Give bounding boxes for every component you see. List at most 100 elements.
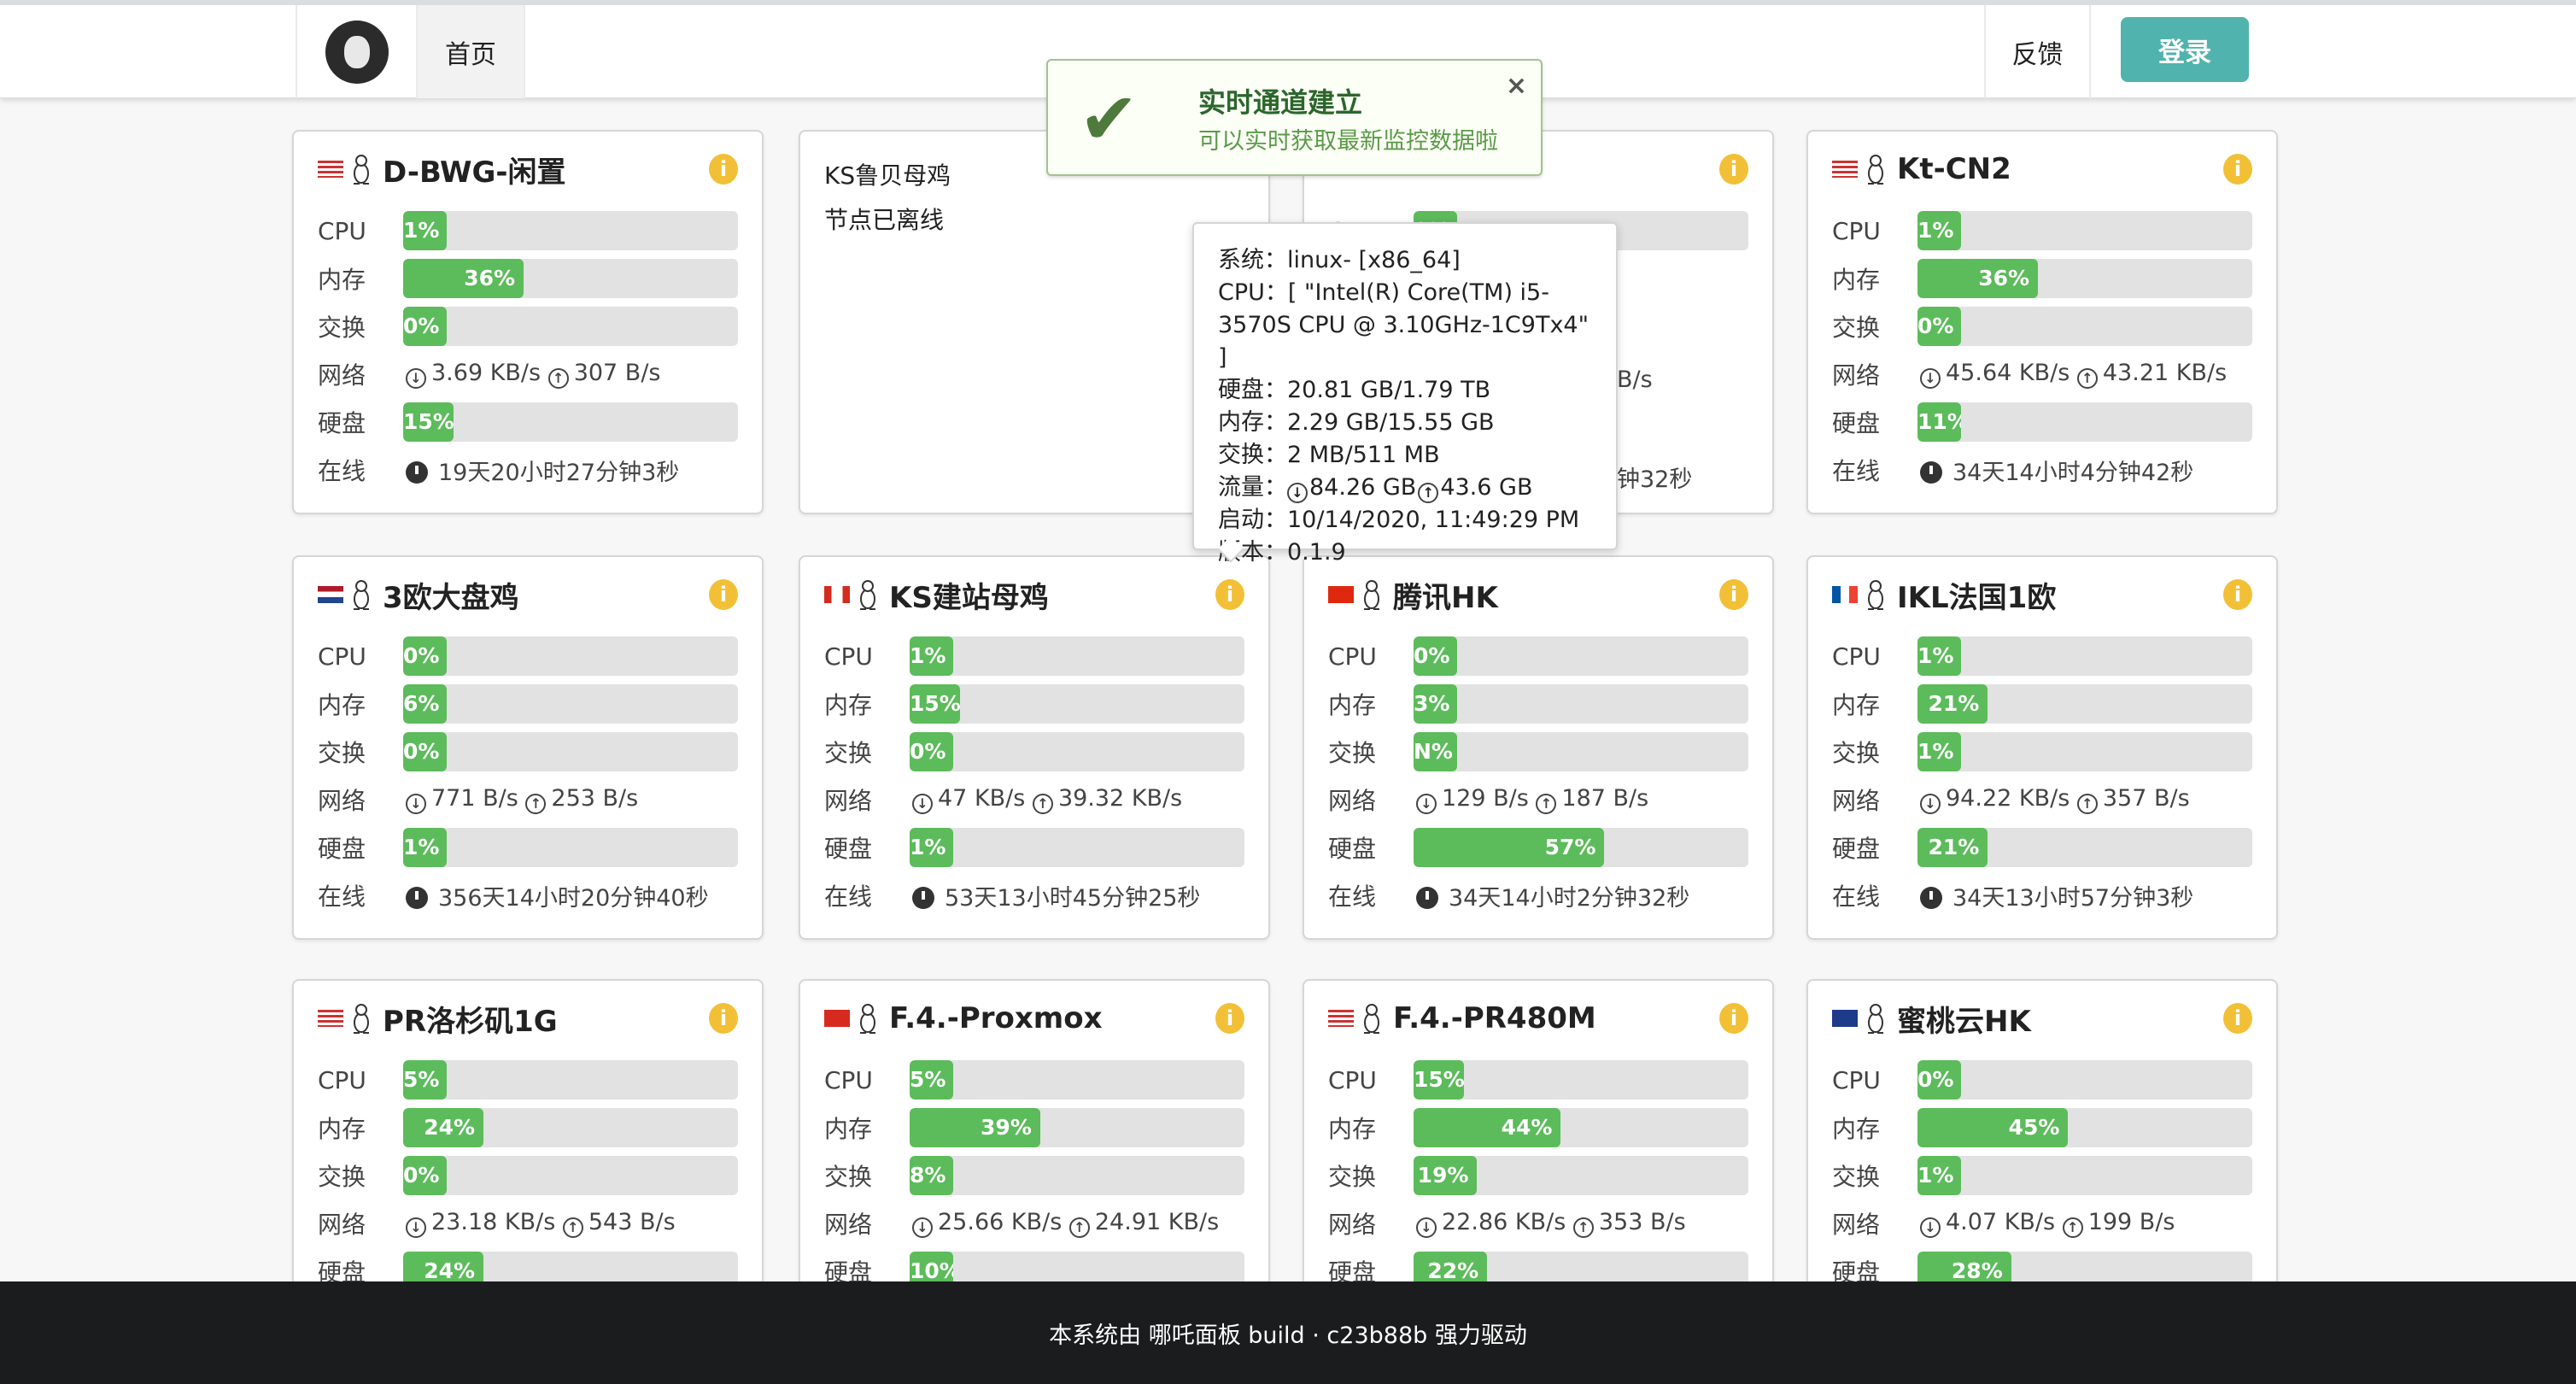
toast-message: 可以实时获取最新监控数据啦	[1198, 128, 1498, 155]
disk-progress-fill: 57%	[1414, 828, 1605, 867]
disk-label: 硬盘	[824, 835, 873, 863]
download-icon: ↓	[912, 1217, 933, 1238]
disk-row: 硬盘 57%	[1328, 827, 1748, 868]
info-icon[interactable]: i	[1719, 1003, 1748, 1034]
net-row: 网络 ↓ 47 KB/s ↑ 39.32 KB/s	[824, 779, 1244, 820]
server-name: IKL法国1欧	[1897, 580, 2057, 615]
download-icon: ↓	[1920, 368, 1941, 389]
upload-speed: 43.21 KB/s	[2102, 360, 2228, 386]
mem-progress-fill: 36%	[1917, 259, 2039, 298]
net-row: 网络 ↓ 22.86 KB/s ↑ 353 B/s	[1328, 1203, 1748, 1244]
uptime-label: 在线	[1328, 883, 1377, 911]
server-name: F.4.-PR480M	[1393, 1001, 1596, 1035]
flag-hk-icon	[1328, 586, 1354, 603]
logo[interactable]	[296, 5, 416, 98]
uptime-row: 在线 53天13小时45分钟25秒	[824, 875, 1244, 916]
info-icon[interactable]: i	[709, 1003, 738, 1034]
swap-label: 交换	[318, 1163, 366, 1191]
download-icon: ↓	[406, 1217, 426, 1238]
mem-progress-bar: 21%	[1917, 684, 2252, 724]
card-header: F.4.-Proxmox i	[824, 1000, 1244, 1037]
swap-progress-fill: N%	[1414, 732, 1457, 771]
disk-row: 硬盘 1%	[318, 827, 738, 868]
info-icon[interactable]: i	[709, 579, 738, 610]
mem-progress-fill: 24%	[403, 1108, 484, 1147]
mem-progress-fill: 36%	[403, 259, 524, 298]
download-speed: 771 B/s	[431, 785, 518, 812]
mem-label: 内存	[318, 266, 366, 294]
info-icon[interactable]: i	[2223, 154, 2252, 185]
close-icon[interactable]: ×	[1505, 71, 1527, 101]
cpu-row: CPU 1%	[1832, 636, 2252, 677]
info-icon[interactable]: i	[2223, 1003, 2252, 1034]
tooltip-value: 20.81 GB/1.79 TB	[1287, 377, 1491, 403]
upload-speed: 39.32 KB/s	[1057, 785, 1183, 812]
cpu-label: CPU	[318, 642, 366, 671]
mem-progress-fill: 6%	[403, 684, 447, 724]
nav-feedback[interactable]: 反馈	[1984, 5, 2091, 98]
flag-ca-icon	[824, 586, 850, 603]
info-icon[interactable]: i	[1719, 579, 1748, 610]
info-icon[interactable]: i	[709, 154, 738, 185]
mem-progress-fill: 21%	[1917, 684, 1988, 724]
cpu-progress-fill: 5%	[910, 1060, 953, 1100]
mem-progress-bar: 45%	[1917, 1108, 2252, 1147]
disk-progress-bar: 15%	[403, 402, 738, 442]
server-name: Kt-CN2	[1897, 152, 2011, 186]
server-card: IKL法国1欧 i CPU 1% 内存 21% 交换 1% 网络 ↓ 94.22 KB/s ↑ 357…	[1806, 555, 2278, 940]
info-icon[interactable]: i	[2223, 579, 2252, 610]
uptime-value: 19天20小时27分钟3秒	[438, 459, 680, 486]
cpu-label: CPU	[318, 216, 366, 245]
mem-row: 内存 36%	[318, 258, 738, 299]
tooltip-line: 交换：2 MB/511 MB	[1218, 439, 1592, 472]
info-icon[interactable]: i	[1215, 1003, 1244, 1034]
offline-status: 节点已离线	[824, 206, 945, 234]
server-name: 3欧大盘鸡	[383, 580, 519, 615]
uptime-value: 356天14小时20分钟40秒	[438, 884, 709, 912]
cpu-progress-fill: 5%	[403, 1060, 447, 1100]
disk-label: 硬盘	[1328, 835, 1377, 863]
cpu-progress-bar: 5%	[403, 1060, 738, 1100]
net-label: 网络	[824, 787, 873, 815]
cpu-row: CPU 1%	[318, 210, 738, 251]
linux-penguin-icon	[1364, 580, 1379, 610]
nav-home[interactable]: 首页	[416, 5, 525, 98]
linux-penguin-icon	[354, 155, 369, 185]
mem-row: 内存 24%	[318, 1107, 738, 1148]
mem-progress-fill: 39%	[910, 1108, 1040, 1147]
swap-row: 交换 0%	[1832, 306, 2252, 347]
cpu-progress-bar: 0%	[1917, 1060, 2252, 1100]
swap-label: 交换	[824, 1163, 873, 1191]
disk-progress-fill: 15%	[403, 402, 454, 442]
upload-icon: ↑	[562, 1217, 583, 1238]
swap-row: 交换 0%	[318, 306, 738, 347]
swap-row: 交换 N%	[1328, 731, 1748, 772]
swap-progress-bar: 8%	[910, 1156, 1244, 1195]
tooltip-line: CPU：[ "Intel(R) Core(TM) i5-	[1218, 277, 1592, 309]
swap-progress-fill: 1%	[1917, 1156, 1961, 1195]
swap-progress-bar: 1%	[1917, 732, 2252, 771]
flag-fr-icon	[1832, 586, 1858, 603]
info-icon[interactable]: i	[1215, 579, 1244, 610]
upload-icon: ↑	[547, 368, 569, 389]
tooltip-line: 版本：0.1.9	[1218, 537, 1592, 569]
footer: 本系统由 哪吒面板 build · c23b88b 强力驱动	[0, 1281, 2576, 1384]
uptime-row: 在线 34天13小时57分钟3秒	[1832, 875, 2252, 916]
tooltip-line: 流量： ↓ 84.26 GB ↑ 43.6 GB	[1218, 472, 1592, 504]
net-label: 网络	[318, 361, 366, 390]
card-header: 腾讯HK i	[1328, 576, 1748, 615]
swap-label: 交换	[1832, 314, 1881, 342]
uptime-value: 34天13小时57分钟3秒	[1952, 884, 2194, 912]
login-button[interactable]: 登录	[2121, 17, 2249, 82]
card-header: 蜜桃云HK i	[1832, 1000, 2252, 1039]
mem-progress-bar: 44%	[1414, 1108, 1748, 1147]
cpu-progress-bar: 0%	[1414, 636, 1748, 676]
cpu-label: CPU	[1832, 642, 1881, 671]
clock-icon	[912, 886, 934, 909]
tooltip-line: 内存：2.29 GB/15.55 GB	[1218, 407, 1592, 439]
info-icon[interactable]: i	[1719, 154, 1748, 185]
flag-cn-icon	[824, 1010, 850, 1027]
download-speed: 3.69 KB/s	[431, 360, 542, 386]
server-card: KS建站母鸡 i CPU 1% 内存 15% 交换 0% 网络 ↓ 47 KB/s ↑ 39.32 K…	[799, 555, 1270, 940]
download-speed: 47 KB/s	[938, 785, 1026, 812]
